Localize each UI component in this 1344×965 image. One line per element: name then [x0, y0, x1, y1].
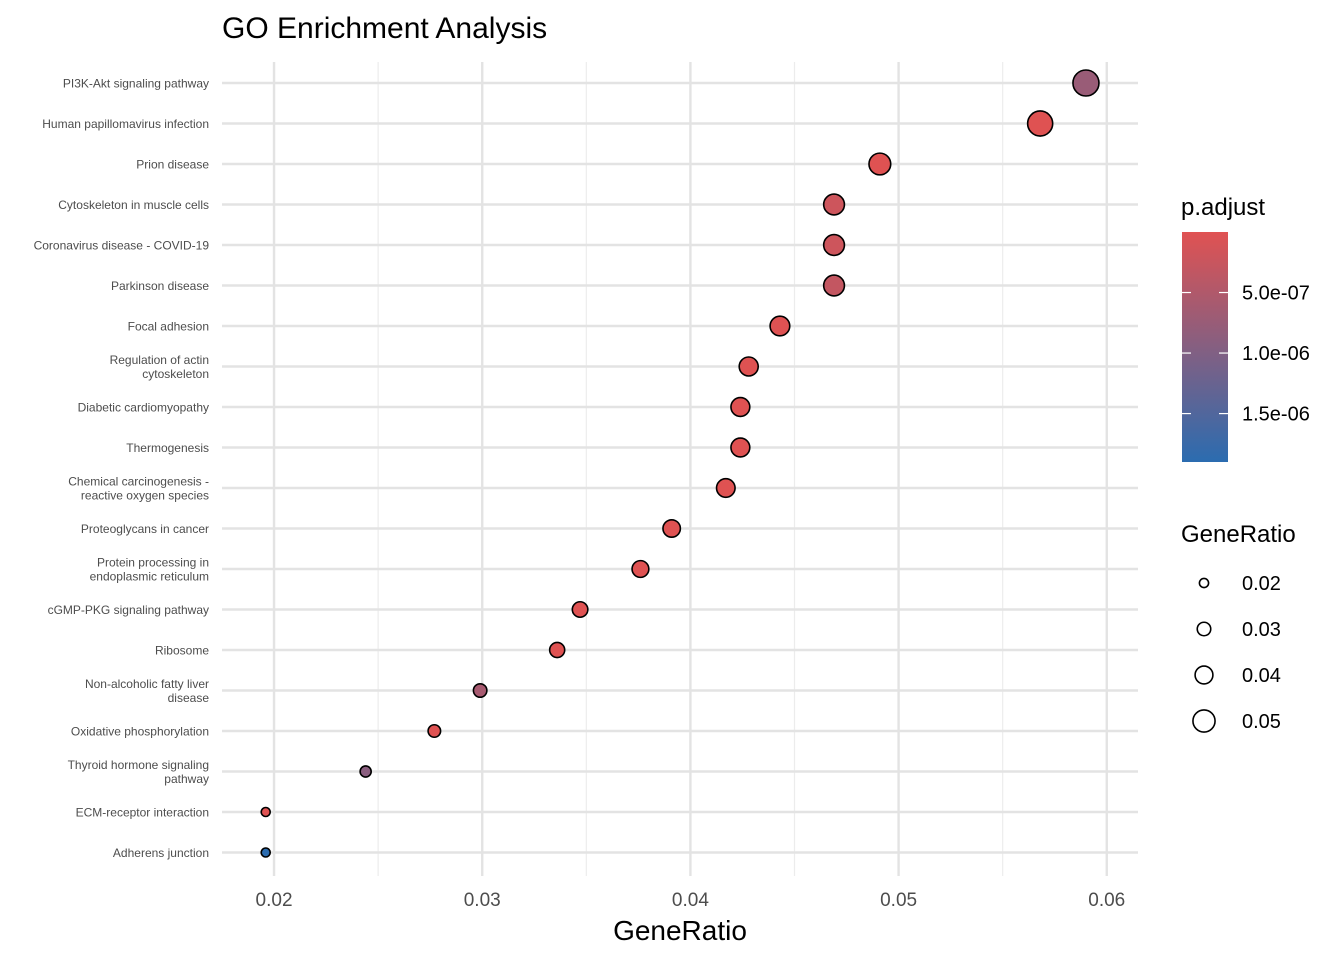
- size-legend: GeneRatio 0.02 0.03 0.04 0.05: [1181, 521, 1296, 733]
- data-point: [822, 274, 846, 297]
- x-tick-label: 0.03: [464, 890, 501, 911]
- data-point: [631, 559, 650, 579]
- y-tick-label: Human papillomavirus infection: [42, 117, 209, 131]
- data-point: [769, 315, 791, 337]
- x-axis-ticks: 0.02 0.03 0.04 0.05 0.06: [256, 890, 1126, 911]
- x-tick-label: 0.05: [880, 890, 917, 911]
- color-legend-label: 1.5e-06: [1242, 404, 1310, 426]
- y-tick-label: cGMP-PKG signaling pathway: [48, 603, 209, 617]
- y-tick-label: Parkinson disease: [111, 279, 209, 293]
- y-tick-label: PI3K-Akt signaling pathway: [63, 77, 209, 91]
- data-point: [730, 437, 751, 458]
- data-point: [1072, 69, 1100, 97]
- data-point: [260, 806, 272, 818]
- color-legend-title: p.adjust: [1181, 194, 1265, 221]
- y-tick-label: Non-alcoholic fatty liver disease: [85, 677, 209, 705]
- y-tick-label: Oxidative phosphorylation: [71, 725, 209, 739]
- y-tick-label: Diabetic cardiomyopathy: [78, 401, 209, 415]
- data-point: [822, 193, 846, 216]
- data-points: [260, 69, 1100, 858]
- chart-title: GO Enrichment Analysis: [222, 12, 547, 45]
- grid: [222, 62, 1138, 876]
- data-point: [662, 518, 682, 539]
- size-legend-label: 0.04: [1242, 665, 1281, 687]
- y-tick-label: Coronavirus disease - COVID-19: [34, 239, 210, 253]
- data-point: [730, 396, 751, 418]
- data-point: [868, 152, 892, 176]
- color-legend-label: 1.0e-06: [1242, 343, 1310, 365]
- data-point: [548, 641, 566, 659]
- x-axis-title: GeneRatio: [613, 915, 747, 946]
- x-tick-label: 0.04: [672, 890, 709, 911]
- size-legend-key: [1198, 577, 1210, 589]
- size-legend-key: [1196, 621, 1212, 637]
- data-point: [472, 682, 488, 699]
- x-tick-label: 0.02: [256, 890, 293, 911]
- y-tick-label: ECM-receptor interaction: [76, 806, 209, 820]
- size-legend-title: GeneRatio: [1181, 521, 1296, 548]
- y-tick-label: Chemical carcinogenesis -reactive oxygen…: [68, 475, 209, 503]
- data-point: [1026, 110, 1054, 137]
- y-tick-label: Thyroid hormone signaling pathway: [68, 758, 209, 786]
- size-legend-label: 0.05: [1242, 711, 1281, 733]
- data-point: [822, 233, 846, 257]
- x-tick-label: 0.06: [1088, 890, 1125, 911]
- y-tick-label: Cytoskeleton in muscle cells: [58, 198, 209, 212]
- color-legend: p.adjust 5.0e-07 1.0e-06 1.5e-06: [1181, 194, 1310, 462]
- size-legend-key: [1192, 709, 1216, 733]
- size-legend-label: 0.03: [1242, 619, 1281, 641]
- y-axis-labels: PI3K-Akt signaling pathway Human papillom…: [34, 77, 210, 861]
- y-tick-label: Regulation of actin cytoskeleton: [110, 353, 209, 381]
- size-legend-label: 0.02: [1242, 573, 1281, 595]
- y-tick-label: Thermogenesis: [126, 441, 209, 455]
- y-tick-label: Proteoglycans in cancer: [81, 522, 209, 536]
- data-point: [427, 723, 442, 739]
- y-tick-label: Protein processing in endoplasmic reticul…: [90, 556, 209, 584]
- y-tick-label: Prion disease: [136, 158, 209, 172]
- y-tick-label: Adherens junction: [113, 846, 209, 860]
- size-legend-key: [1194, 665, 1214, 685]
- y-tick-label: Ribosome: [155, 644, 209, 658]
- data-point: [359, 765, 372, 778]
- data-point: [571, 600, 589, 619]
- data-point: [738, 356, 760, 377]
- y-tick-label: Focal adhesion: [128, 320, 209, 334]
- data-point: [260, 847, 272, 858]
- color-legend-label: 5.0e-07: [1242, 283, 1310, 305]
- color-legend-gradient-bar: [1182, 232, 1228, 462]
- data-point: [715, 477, 736, 499]
